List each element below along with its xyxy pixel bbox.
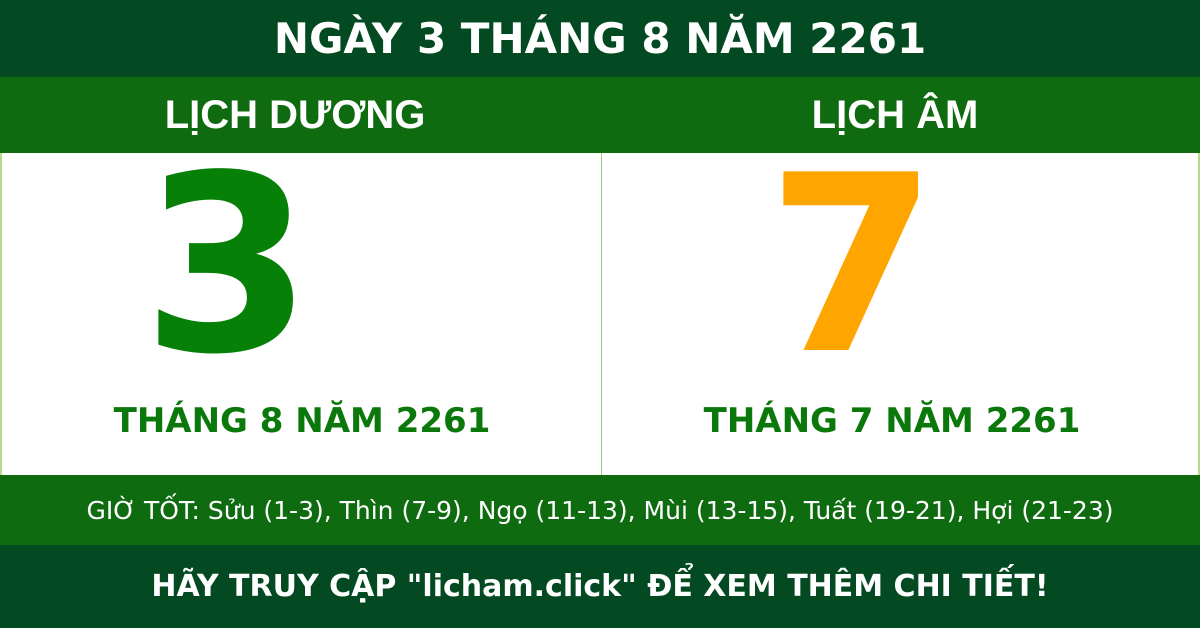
solar-day: 3	[142, 123, 312, 408]
calendar-headers: LỊCH DƯƠNG LỊCH ÂM	[0, 77, 1200, 153]
lunar-day: 7	[767, 123, 937, 408]
calendar-body: 3 7 THÁNG 8 NĂM 2261 THÁNG 7 NĂM 2261	[0, 143, 1200, 475]
good-hours: GIỜ TỐT: Sửu (1-3), Thìn (7-9), Ngọ (11-…	[0, 475, 1200, 545]
solar-month-year: THÁNG 8 NĂM 2261	[113, 401, 491, 441]
page-title: NGÀY 3 THÁNG 8 NĂM 2261	[0, 0, 1200, 77]
solar-heading: LỊCH DƯƠNG	[164, 92, 426, 137]
lunar-heading: LỊCH ÂM	[811, 92, 979, 137]
column-divider	[601, 153, 602, 475]
footer-cta: HÃY TRUY CẬP "licham.click" ĐỂ XEM THÊM …	[0, 545, 1200, 628]
lunar-month-year: THÁNG 7 NĂM 2261	[703, 401, 1081, 441]
